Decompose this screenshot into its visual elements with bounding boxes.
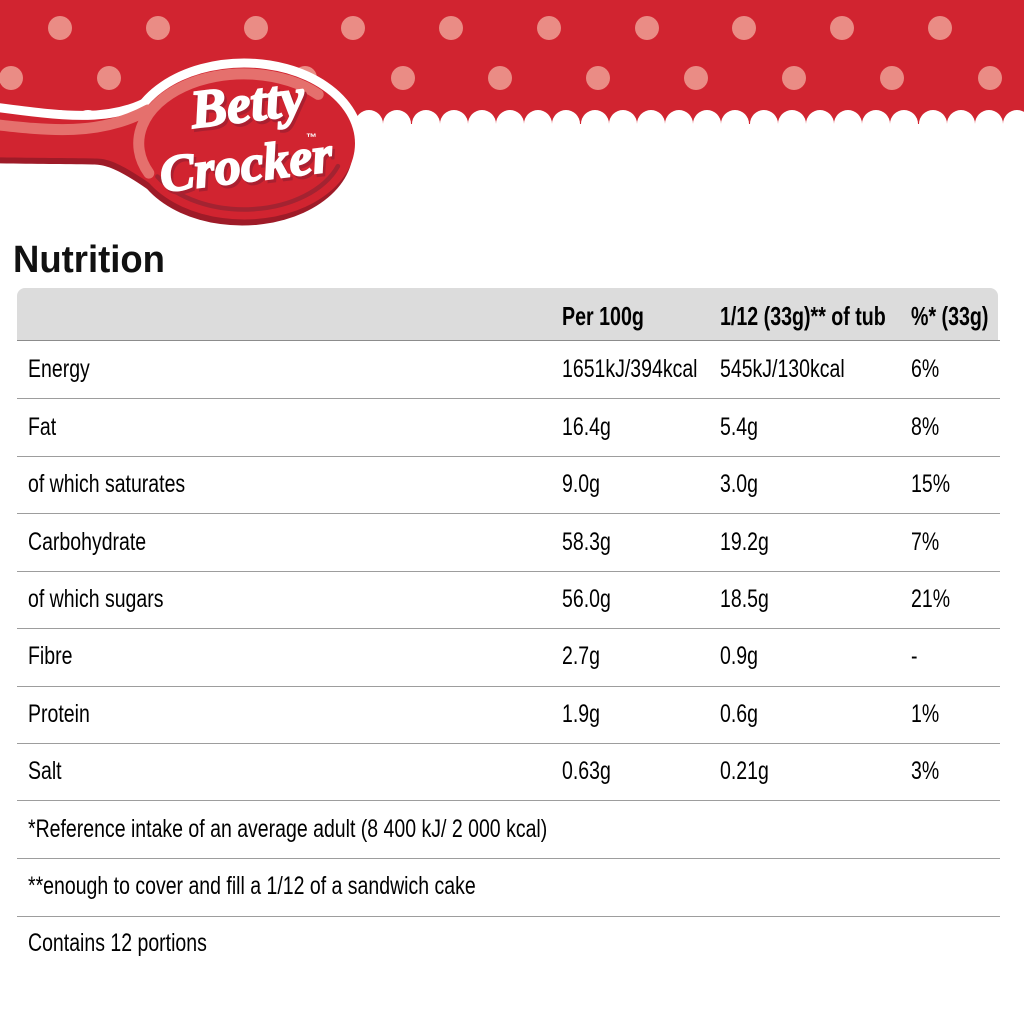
svg-text:™: ™	[306, 132, 317, 144]
svg-text:Crocker: Crocker	[157, 126, 337, 204]
svg-text:Betty: Betty	[189, 69, 311, 143]
